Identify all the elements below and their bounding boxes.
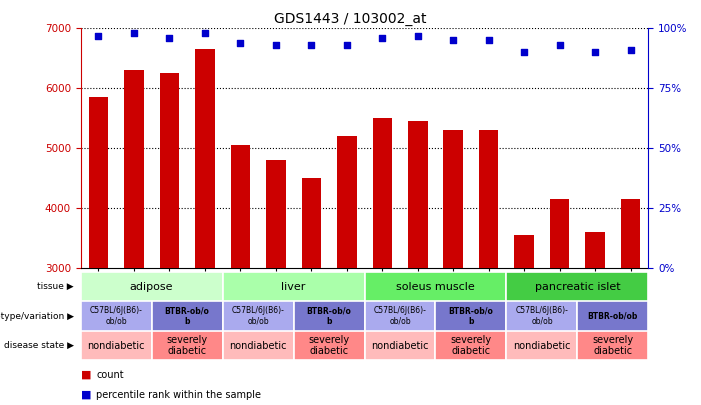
Bar	[81, 331, 151, 360]
Bar	[365, 301, 435, 331]
Bar	[231, 145, 250, 268]
Bar	[88, 97, 108, 268]
Text: C57BL/6J(B6)-
ob/ob: C57BL/6J(B6)- ob/ob	[231, 307, 285, 326]
Bar	[223, 301, 294, 331]
Bar	[223, 272, 365, 301]
Bar	[294, 331, 365, 360]
Bar	[444, 130, 463, 268]
Bar	[301, 178, 321, 268]
Text: severely
diabetic: severely diabetic	[167, 335, 207, 356]
Text: percentile rank within the sample: percentile rank within the sample	[96, 390, 261, 400]
Bar	[294, 301, 365, 331]
Text: adipose: adipose	[130, 281, 173, 292]
Point	[341, 42, 353, 48]
Text: tissue ▶: tissue ▶	[37, 282, 74, 291]
Text: BTBR-ob/o
b: BTBR-ob/o b	[449, 307, 494, 326]
Point	[93, 32, 104, 39]
Text: BTBR-ob/ob: BTBR-ob/ob	[587, 311, 638, 321]
Text: nondiabetic: nondiabetic	[372, 341, 429, 351]
Text: ■: ■	[81, 370, 91, 379]
Bar	[578, 301, 648, 331]
Text: disease state ▶: disease state ▶	[4, 341, 74, 350]
Point	[270, 42, 281, 48]
Bar	[151, 301, 223, 331]
Text: severely
diabetic: severely diabetic	[451, 335, 491, 356]
Bar	[507, 301, 578, 331]
Point	[554, 42, 565, 48]
Text: nondiabetic: nondiabetic	[88, 341, 145, 351]
Bar	[337, 136, 357, 268]
Bar	[365, 272, 507, 301]
Point	[306, 42, 317, 48]
Text: GDS1443 / 103002_at: GDS1443 / 103002_at	[274, 12, 427, 26]
Point	[164, 35, 175, 41]
Point	[235, 39, 246, 46]
Bar	[550, 199, 569, 268]
Point	[376, 35, 388, 41]
Bar	[578, 331, 648, 360]
Text: liver: liver	[281, 281, 306, 292]
Bar	[365, 331, 435, 360]
Bar	[124, 70, 144, 268]
Bar	[515, 235, 534, 268]
Bar	[81, 301, 151, 331]
Text: severely
diabetic: severely diabetic	[592, 335, 634, 356]
Point	[412, 32, 423, 39]
Bar	[160, 73, 179, 268]
Point	[483, 37, 494, 44]
Bar	[372, 118, 392, 268]
Bar	[479, 130, 498, 268]
Point	[128, 30, 139, 36]
Text: severely
diabetic: severely diabetic	[308, 335, 350, 356]
Bar	[507, 272, 648, 301]
Bar	[408, 121, 428, 268]
Point	[625, 47, 637, 53]
Bar	[223, 331, 294, 360]
Text: C57BL/6J(B6)-
ob/ob: C57BL/6J(B6)- ob/ob	[90, 307, 142, 326]
Text: nondiabetic: nondiabetic	[513, 341, 571, 351]
Text: BTBR-ob/o
b: BTBR-ob/o b	[165, 307, 210, 326]
Text: BTBR-ob/o
b: BTBR-ob/o b	[306, 307, 351, 326]
Point	[590, 49, 601, 55]
Text: count: count	[96, 370, 123, 379]
Text: pancreatic islet: pancreatic islet	[535, 281, 620, 292]
Text: nondiabetic: nondiabetic	[229, 341, 287, 351]
Bar	[507, 331, 578, 360]
Bar	[435, 301, 506, 331]
Text: genotype/variation ▶: genotype/variation ▶	[0, 311, 74, 321]
Point	[448, 37, 459, 44]
Bar	[151, 331, 223, 360]
Bar	[435, 331, 506, 360]
Bar	[621, 199, 641, 268]
Text: C57BL/6J(B6)-
ob/ob: C57BL/6J(B6)- ob/ob	[374, 307, 426, 326]
Bar	[81, 272, 223, 301]
Bar	[266, 160, 285, 268]
Text: soleus muscle: soleus muscle	[396, 281, 475, 292]
Point	[199, 30, 210, 36]
Bar	[195, 49, 215, 268]
Bar	[585, 232, 605, 268]
Text: C57BL/6J(B6)-
ob/ob: C57BL/6J(B6)- ob/ob	[515, 307, 569, 326]
Point	[519, 49, 530, 55]
Text: ■: ■	[81, 390, 91, 400]
